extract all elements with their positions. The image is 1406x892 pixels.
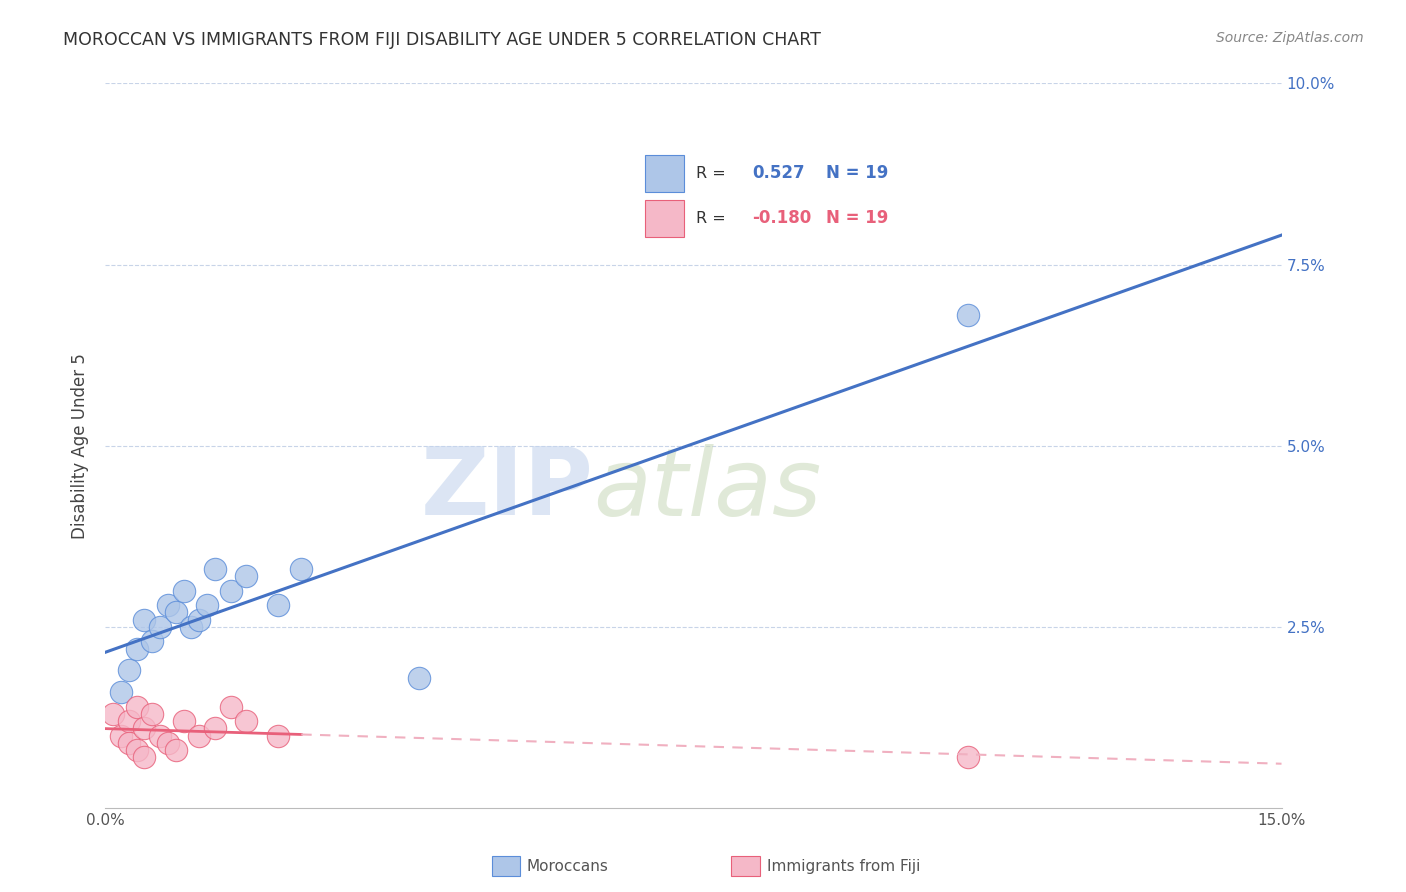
Point (195, 598, 218, 612)
Text: R =: R = (696, 211, 731, 226)
Text: N = 19: N = 19 (827, 210, 889, 227)
Point (134, 750, 156, 764)
Point (110, 685, 132, 699)
Text: atlas: atlas (593, 443, 821, 534)
Point (235, 714, 257, 728)
Point (149, 620, 172, 634)
Point (173, 583, 195, 598)
Point (219, 583, 242, 598)
Point (165, 743, 187, 757)
Point (267, 598, 290, 612)
Point (165, 606, 187, 620)
Point (956, 750, 979, 764)
Point (290, 562, 312, 576)
Point (134, 722, 156, 736)
Point (149, 729, 172, 743)
Point (110, 729, 132, 743)
Text: Moroccans: Moroccans (527, 859, 609, 873)
Text: MOROCCAN VS IMMIGRANTS FROM FIJI DISABILITY AGE UNDER 5 CORRELATION CHART: MOROCCAN VS IMMIGRANTS FROM FIJI DISABIL… (63, 31, 821, 49)
Y-axis label: Disability Age Under 5: Disability Age Under 5 (72, 353, 89, 539)
Point (173, 714, 195, 728)
Point (118, 664, 141, 678)
Text: R =: R = (696, 166, 731, 181)
Point (204, 722, 226, 736)
Point (125, 641, 148, 656)
Point (188, 613, 211, 627)
Point (141, 634, 163, 648)
Text: N = 19: N = 19 (827, 164, 889, 182)
Point (118, 736, 141, 750)
Point (156, 598, 179, 612)
Point (118, 714, 141, 728)
Point (125, 699, 148, 714)
Point (235, 569, 257, 583)
Bar (645, 200, 685, 236)
Point (219, 699, 242, 714)
Point (267, 729, 290, 743)
Point (204, 562, 226, 576)
Text: Immigrants from Fiji: Immigrants from Fiji (766, 859, 920, 873)
Point (141, 706, 163, 721)
Point (101, 706, 124, 721)
Text: -0.180: -0.180 (752, 210, 811, 227)
Point (180, 620, 202, 634)
Bar (645, 155, 685, 192)
Point (188, 729, 211, 743)
Point (125, 743, 148, 757)
Text: Source: ZipAtlas.com: Source: ZipAtlas.com (1216, 31, 1364, 45)
Point (134, 613, 156, 627)
Text: ZIP: ZIP (420, 443, 593, 535)
Point (956, 309, 979, 323)
Point (408, 671, 430, 685)
Text: 0.527: 0.527 (752, 164, 806, 182)
Point (156, 736, 179, 750)
